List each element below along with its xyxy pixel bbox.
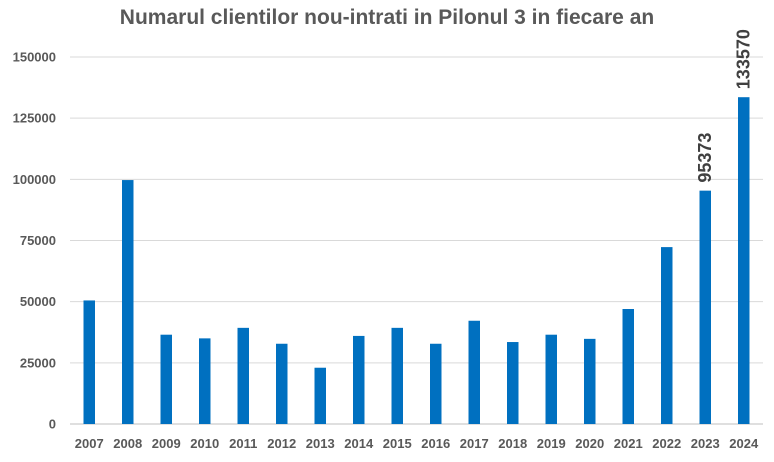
bar bbox=[353, 335, 365, 424]
bar bbox=[122, 180, 134, 424]
x-tick-label: 2008 bbox=[113, 436, 142, 451]
bar bbox=[468, 320, 480, 424]
bar bbox=[314, 367, 326, 424]
bar bbox=[738, 97, 750, 424]
x-tick-label: 2019 bbox=[537, 436, 566, 451]
x-tick-label: 2015 bbox=[383, 436, 412, 451]
bar bbox=[622, 309, 634, 424]
bar bbox=[545, 334, 557, 424]
data-label: 95373 bbox=[695, 133, 715, 183]
y-tick-label: 0 bbox=[49, 417, 56, 432]
x-tick-label: 2024 bbox=[729, 436, 759, 451]
bar bbox=[699, 190, 711, 424]
y-tick-label: 100000 bbox=[13, 172, 56, 187]
y-tick-label: 75000 bbox=[20, 233, 56, 248]
chart-title: Numarul clientilor nou-intrati in Pilonu… bbox=[119, 6, 655, 29]
x-tick-label: 2012 bbox=[267, 436, 296, 451]
x-tick-label: 2009 bbox=[152, 436, 181, 451]
bar bbox=[507, 342, 519, 424]
bar bbox=[83, 300, 95, 424]
bar bbox=[199, 338, 211, 424]
x-tick-label: 2020 bbox=[575, 436, 604, 451]
x-axis-ticks: 2007 2008 2009 2010 2011 2012 2013 2014 2015 2016… bbox=[75, 436, 759, 451]
x-tick-label: 2021 bbox=[614, 436, 643, 451]
y-axis-ticks: 0 25000 50000 75000 100000 125000 150000 bbox=[13, 50, 56, 432]
y-tick-label: 150000 bbox=[13, 50, 56, 65]
bar bbox=[430, 343, 442, 424]
data-labels: 95373 133570 bbox=[695, 29, 754, 183]
bar bbox=[661, 247, 673, 424]
bar bbox=[160, 334, 172, 424]
x-tick-label: 2011 bbox=[229, 436, 257, 451]
x-tick-label: 2017 bbox=[460, 436, 489, 451]
bar bbox=[237, 327, 249, 424]
bar bbox=[584, 338, 596, 424]
x-tick-label: 2007 bbox=[75, 436, 104, 451]
data-label: 133570 bbox=[734, 29, 754, 89]
x-tick-label: 2010 bbox=[190, 436, 219, 451]
bar bbox=[276, 343, 288, 424]
bar bbox=[391, 327, 403, 424]
y-tick-label: 125000 bbox=[13, 111, 56, 126]
y-tick-label: 25000 bbox=[20, 355, 56, 370]
x-tick-label: 2014 bbox=[344, 436, 374, 451]
x-tick-label: 2023 bbox=[691, 436, 720, 451]
x-tick-label: 2016 bbox=[421, 436, 450, 451]
x-tick-label: 2022 bbox=[652, 436, 681, 451]
x-tick-label: 2013 bbox=[306, 436, 335, 451]
x-tick-label: 2018 bbox=[498, 436, 527, 451]
y-tick-label: 50000 bbox=[20, 294, 56, 309]
bars bbox=[83, 97, 750, 424]
grid-lines bbox=[70, 56, 763, 425]
